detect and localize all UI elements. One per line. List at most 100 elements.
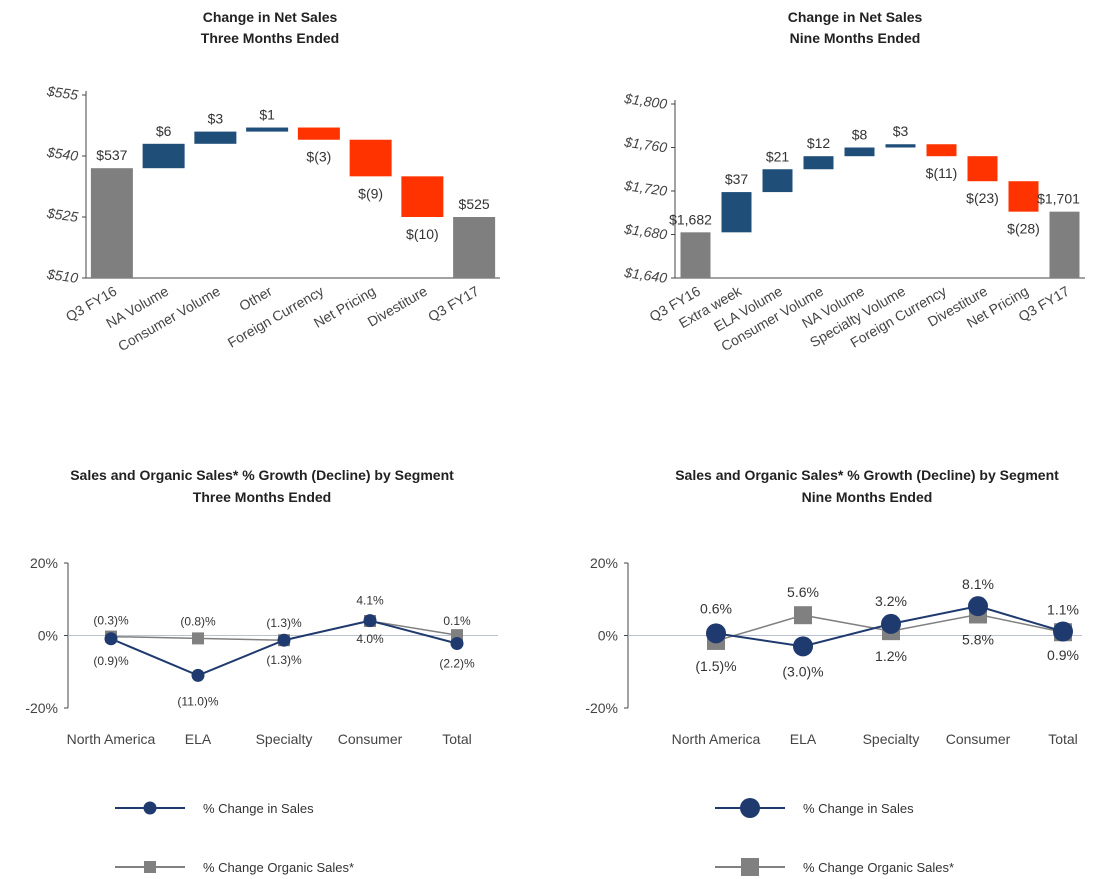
- x-tick-label: North America: [67, 731, 156, 747]
- legend-organic-marker: [741, 858, 759, 876]
- x-tick-label: Specialty: [863, 731, 920, 747]
- x-tick-label: ELA: [185, 731, 212, 747]
- waterfall-bar: [349, 139, 392, 177]
- y-tick-label: -20%: [25, 700, 58, 716]
- y-tick-label: -20%: [585, 700, 618, 716]
- organic-value-label: 5.6%: [787, 584, 819, 600]
- organic-value-label: (1.5)%: [695, 658, 736, 674]
- sales-value-label: 1.1%: [1047, 602, 1079, 618]
- organic-value-label: (0.8)%: [180, 614, 216, 628]
- bar-value-label: $(10): [406, 226, 439, 242]
- chart-title: Sales and Organic Sales* % Growth (Decli…: [70, 467, 454, 483]
- waterfall-bar: [803, 156, 834, 170]
- x-tick-label: Consumer: [946, 731, 1011, 747]
- x-tick-label: Consumer: [338, 731, 403, 747]
- sales-value-label: (11.0)%: [177, 694, 218, 708]
- y-tick-label: $1,760: [622, 133, 668, 155]
- y-tick-label: $1,720: [622, 177, 668, 199]
- legend-organic-label: % Change Organic Sales*: [803, 860, 954, 875]
- waterfall-bar: [885, 144, 916, 148]
- sales-value-label: 8.1%: [962, 576, 994, 592]
- waterfall-three-months-chart: Change in Net Sales Three Months Ended $51…: [45, 9, 500, 354]
- sales-value-label: (3.0)%: [782, 663, 823, 679]
- organic-value-label: 1.2%: [875, 648, 907, 664]
- waterfall-bar: [721, 192, 752, 233]
- chart-subtitle: Nine Months Ended: [802, 489, 933, 505]
- growth-three-months-panel: Sales and Organic Sales* % Growth (Decli…: [0, 440, 540, 879]
- bar-value-label: $(9): [358, 185, 383, 201]
- y-tick-label: 20%: [590, 555, 618, 571]
- bar-value-label: $1,682: [669, 211, 712, 227]
- chart-title: Change in Net Sales: [203, 9, 338, 25]
- sales-marker: [363, 614, 377, 628]
- waterfall-bar: [762, 169, 793, 193]
- x-tick-label: Other: [236, 283, 275, 315]
- y-tick-label: $540: [45, 144, 79, 164]
- waterfall-nine-months-panel: Change in Net Sales Nine Months Ended $1,6…: [560, 0, 1102, 400]
- waterfall-bar: [194, 131, 237, 144]
- y-tick-label: 20%: [30, 555, 58, 571]
- sales-marker: [968, 596, 988, 617]
- waterfall-bar: [246, 127, 289, 132]
- organic-marker: [192, 632, 204, 645]
- waterfall-bar: [453, 217, 496, 278]
- waterfall-three-months-panel: Change in Net Sales Three Months Ended $51…: [0, 0, 540, 400]
- bar-value-label: $1: [259, 107, 275, 123]
- sales-marker: [191, 668, 205, 682]
- chart-title: Change in Net Sales: [788, 9, 923, 25]
- waterfall-bar: [90, 168, 133, 278]
- bar-value-label: $(28): [1007, 221, 1040, 237]
- x-tick-label: North America: [672, 731, 761, 747]
- bar-value-label: $3: [208, 111, 224, 127]
- bar-value-label: $(23): [966, 190, 999, 206]
- legend-sales-marker: [740, 798, 760, 818]
- organic-value-label: 0.9%: [1047, 647, 1079, 663]
- sales-value-label: (1.3)%: [266, 653, 302, 667]
- chart-title: Sales and Organic Sales* % Growth (Decli…: [675, 467, 1059, 483]
- chart-subtitle: Nine Months Ended: [790, 30, 921, 46]
- bar-value-label: $8: [852, 127, 868, 143]
- bar-value-label: $525: [459, 196, 490, 212]
- y-tick-label: $510: [45, 266, 79, 286]
- bar-value-label: $3: [893, 123, 909, 139]
- waterfall-bar: [844, 147, 875, 157]
- waterfall-bar: [1008, 181, 1039, 212]
- organic-value-label: (1.3)%: [266, 616, 302, 630]
- waterfall-bar: [297, 127, 340, 140]
- sales-value-label: 3.2%: [875, 593, 907, 609]
- x-tick-label: ELA: [790, 731, 817, 747]
- chart-subtitle: Three Months Ended: [193, 489, 331, 505]
- sales-marker: [881, 613, 901, 634]
- x-tick-label: Divestiture: [365, 283, 430, 330]
- organic-value-label: (0.3)%: [93, 614, 129, 628]
- waterfall-bar: [142, 143, 185, 169]
- bar-value-label: $21: [766, 148, 790, 164]
- growth-nine-months-chart: Sales and Organic Sales* % Growth (Decli…: [585, 467, 1082, 876]
- legend-sales-label: % Change in Sales: [803, 801, 914, 816]
- x-tick-label: Specialty: [256, 731, 313, 747]
- bar-value-label: $(3): [306, 149, 331, 165]
- sales-marker: [793, 636, 813, 657]
- waterfall-bar: [401, 176, 444, 217]
- y-tick-label: $1,680: [622, 220, 668, 242]
- waterfall-bar: [926, 144, 957, 157]
- y-tick-label: 0%: [38, 628, 58, 644]
- organic-value-label: 0.1%: [443, 614, 471, 628]
- sales-marker: [450, 636, 464, 650]
- sales-value-label: (2.2)%: [439, 656, 475, 670]
- waterfall-bar: [1049, 211, 1080, 278]
- legend-organic-marker: [144, 861, 156, 873]
- legend-organic-label: % Change Organic Sales*: [203, 860, 354, 875]
- sales-value-label: 0.6%: [700, 600, 732, 616]
- organic-value-label: 4.0%: [356, 632, 384, 646]
- growth-nine-months-panel: Sales and Organic Sales* % Growth (Decli…: [560, 440, 1102, 879]
- sales-marker: [277, 633, 291, 647]
- bar-value-label: $(11): [926, 165, 958, 181]
- y-tick-label: $1,640: [622, 264, 668, 286]
- growth-three-months-chart: Sales and Organic Sales* % Growth (Decli…: [25, 467, 498, 875]
- y-tick-label: $525: [45, 205, 79, 225]
- sales-value-label: 4.1%: [356, 594, 384, 608]
- y-tick-label: 0%: [598, 628, 618, 644]
- legend-sales-marker: [143, 801, 157, 815]
- x-tick-label: Total: [1048, 731, 1078, 747]
